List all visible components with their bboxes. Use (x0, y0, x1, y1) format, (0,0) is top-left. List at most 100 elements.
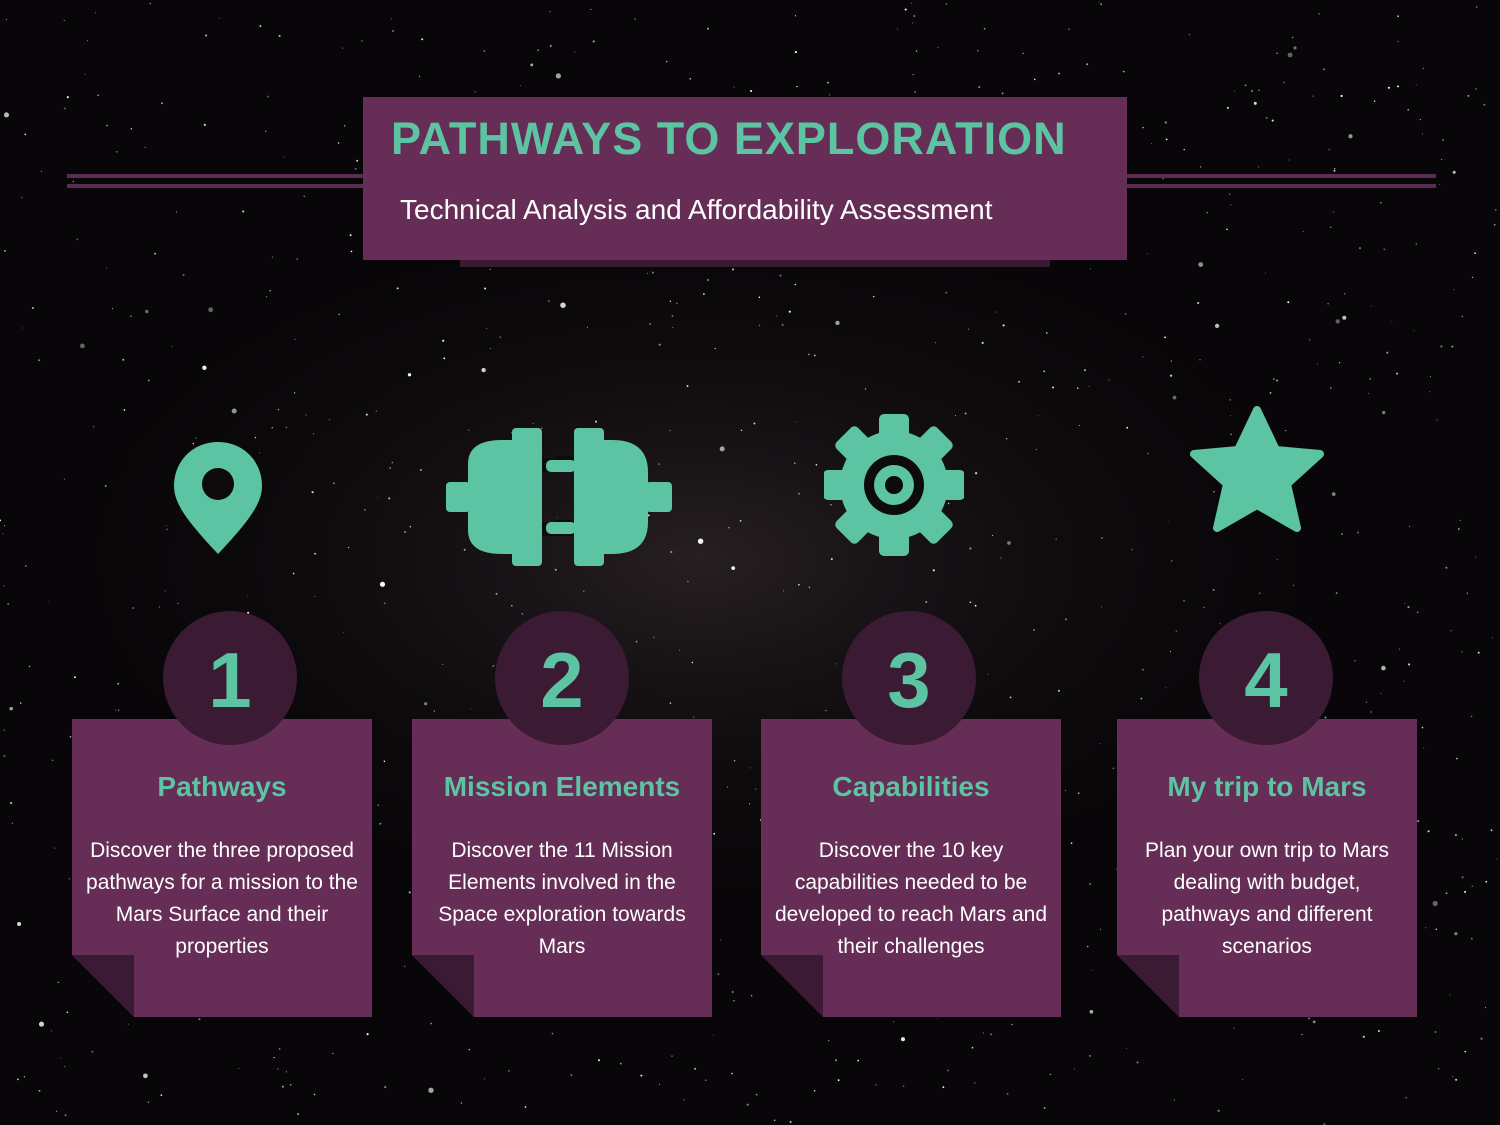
star-dot (912, 22, 914, 24)
star-dot (732, 268, 734, 271)
star-dot (671, 315, 674, 317)
map-pin-icon[interactable] (170, 438, 266, 558)
star-dot (827, 81, 829, 84)
star-dot (160, 102, 163, 105)
star-dot (658, 343, 661, 346)
header-rule-left-bottom (67, 184, 363, 188)
star-dot (1386, 351, 1389, 354)
star-dot (669, 300, 672, 302)
star-dot (1312, 95, 1314, 97)
star-dot (875, 1084, 877, 1086)
star-dot (1397, 15, 1399, 18)
star-dot (57, 981, 59, 984)
star-dot (365, 413, 368, 416)
star-dot (1329, 387, 1332, 389)
star-dot (7, 603, 10, 605)
star-dot (1377, 1030, 1380, 1032)
star-dot (38, 1021, 45, 1027)
star-icon[interactable] (1190, 406, 1324, 532)
star-dot (532, 422, 534, 425)
star-dot (857, 1059, 860, 1062)
star-dot (570, 1074, 573, 1076)
star-dot (443, 357, 446, 360)
star-dot (285, 1071, 288, 1073)
step-title: Mission Elements (443, 771, 681, 802)
star-dot (1362, 1035, 1365, 1038)
star-dot (486, 328, 488, 330)
star-dot (1276, 379, 1278, 382)
star-dot (1301, 1033, 1303, 1036)
star-dot (3, 112, 10, 118)
star-dot (635, 640, 638, 643)
star-dot (277, 408, 280, 411)
page-curl-fold (1117, 955, 1179, 1017)
star-dot (686, 385, 689, 387)
star-dot (1068, 28, 1070, 30)
star-dot (1405, 1097, 1407, 1099)
star-dot (586, 326, 588, 328)
star-dot (474, 91, 476, 93)
star-dot (1490, 829, 1493, 832)
star-dot (433, 710, 435, 712)
star-dot (977, 50, 979, 52)
star-dot (266, 296, 268, 298)
star-dot (1343, 293, 1346, 295)
star-dot (63, 19, 65, 21)
star-dot (175, 211, 178, 213)
star-dot (1065, 618, 1067, 621)
step-card-my-trip-to-mars[interactable]: My trip to Mars Plan your own trip to Ma… (1117, 719, 1417, 1017)
star-dot (719, 446, 725, 452)
star-dot (132, 607, 134, 609)
step-card-pathways[interactable]: Pathways Discover the three proposed pat… (72, 719, 372, 1017)
star-dot (1283, 81, 1286, 84)
star-dot (289, 1083, 292, 1086)
star-dot (314, 595, 316, 597)
star-dot (925, 601, 928, 603)
star-dot (1213, 490, 1215, 493)
star-dot (1265, 116, 1268, 119)
star-dot (1382, 410, 1386, 415)
star-dot (60, 1057, 62, 1059)
plug-connector-icon[interactable] (446, 428, 672, 566)
star-dot (11, 822, 14, 824)
star-dot (343, 632, 345, 634)
gear-icon[interactable] (824, 414, 964, 556)
star-dot (86, 40, 88, 42)
star-dot (271, 256, 274, 258)
star-dot (665, 60, 668, 63)
star-dot (781, 323, 784, 326)
star-dot (31, 306, 34, 310)
star-dot (937, 1018, 939, 1020)
star-dot (830, 558, 833, 561)
star-dot (1259, 592, 1261, 594)
star-dot (1057, 689, 1060, 692)
step-card-capabilities[interactable]: Capabilities Discover the 10 key capabil… (761, 719, 1061, 1017)
star-dot (1432, 900, 1438, 907)
star-dot (1354, 660, 1356, 662)
star-dot (105, 267, 108, 269)
star-dot (969, 601, 972, 604)
star-dot (407, 373, 412, 377)
star-dot (813, 1090, 816, 1092)
star-dot (669, 702, 672, 704)
star-dot (739, 520, 742, 522)
star-dot (1164, 336, 1167, 339)
star-dot (1035, 448, 1037, 451)
star-dot (313, 1093, 316, 1096)
star-dot (1126, 426, 1129, 429)
step-card-mission-elements[interactable]: Mission Elements Discover the 11 Mission… (412, 719, 712, 1017)
star-dot (549, 11, 551, 13)
star-dot (670, 550, 673, 554)
star-dot (1217, 1109, 1220, 1112)
star-dot (379, 581, 386, 587)
star-dot (1397, 41, 1399, 43)
star-dot (484, 1078, 486, 1080)
star-dot (285, 426, 288, 429)
star-dot (693, 716, 695, 718)
star-dot (265, 130, 267, 132)
star-dot (50, 1030, 52, 1032)
star-dot (1203, 606, 1205, 609)
star-dot (795, 421, 797, 423)
star-dot (1230, 414, 1232, 416)
star-dot (995, 311, 997, 313)
